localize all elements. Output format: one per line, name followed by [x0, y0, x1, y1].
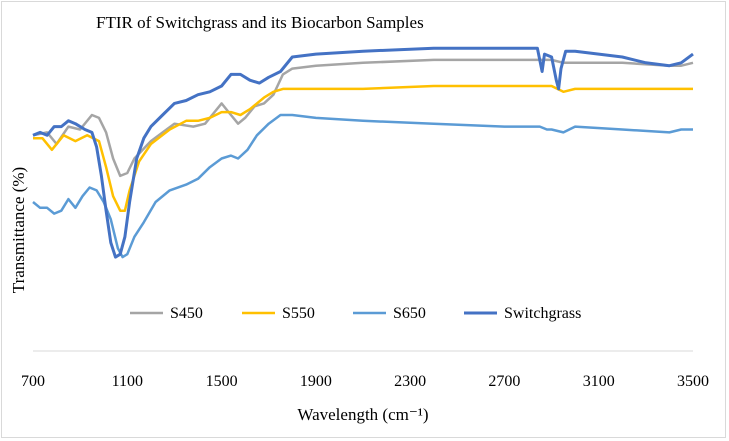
x-tick-label-700: 700: [21, 373, 45, 390]
series-line-switchgrass: [32, 46, 694, 259]
legend-label-s550: S550: [282, 305, 315, 322]
chart-title: FTIR of Switchgrass and its Biocarbon Sa…: [96, 13, 424, 32]
series-lines: [32, 46, 694, 259]
legend: S450 S550 S650 Switchgrass: [130, 305, 581, 322]
series-line-s450: [32, 58, 694, 178]
x-tick-label-3500: 3500: [677, 373, 709, 390]
series-line-s650: [32, 113, 693, 259]
x-axis-label: Wavelength (cm⁻¹): [297, 405, 428, 424]
x-tick-label-1100: 1100: [112, 373, 143, 390]
x-tick-label-2300: 2300: [394, 373, 426, 390]
x-tick-label-1900: 1900: [300, 373, 332, 390]
legend-label-switchgrass: Switchgrass: [504, 305, 581, 322]
legend-label-s650: S650: [393, 305, 426, 322]
series-line-s550: [33, 84, 693, 212]
legend-label-s450: S450: [170, 305, 203, 322]
x-tick-label-2700: 2700: [488, 373, 520, 390]
x-tick-label-1500: 1500: [206, 373, 238, 390]
x-tick-label-3100: 3100: [583, 373, 615, 390]
y-axis-label: Transmittance (%): [9, 167, 28, 293]
x-tick-labels: 700 1100 1500 1900 2300 2700 3100 3500: [21, 373, 709, 390]
